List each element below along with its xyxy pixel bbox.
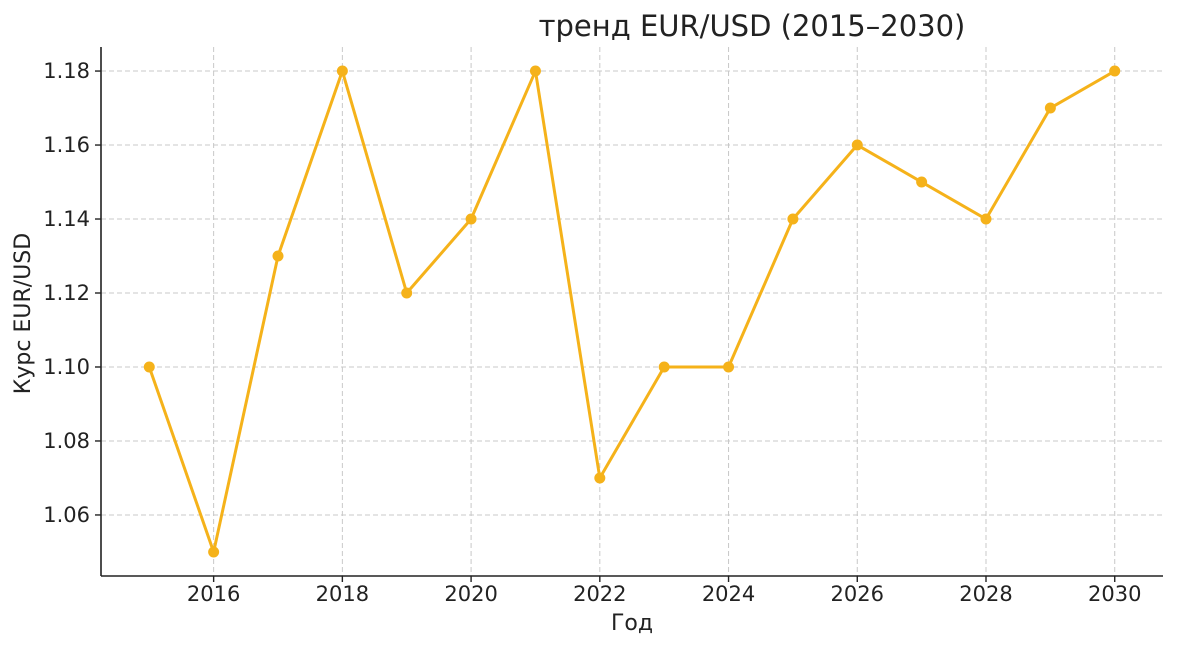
data-point [465, 213, 477, 225]
x-tick-label: 2026 [831, 582, 884, 606]
data-point [851, 139, 863, 151]
data-point [143, 361, 155, 373]
y-tick-label: 1.06 [43, 503, 90, 527]
x-tick-label: 2024 [702, 582, 755, 606]
x-tick-label: 2016 [187, 582, 240, 606]
x-tick-label: 2022 [573, 582, 626, 606]
y-tick-label: 1.16 [43, 133, 90, 157]
data-point [787, 213, 799, 225]
y-tick-label: 1.14 [43, 207, 90, 231]
data-point [272, 250, 284, 262]
data-point [401, 287, 413, 299]
data-point [723, 361, 735, 373]
data-point [208, 546, 220, 558]
series-line [147, 69, 1117, 554]
grid [101, 47, 1163, 576]
data-point [1109, 65, 1121, 77]
x-tick-label: 2030 [1088, 582, 1141, 606]
y-tick-label: 1.08 [43, 429, 90, 453]
data-point [1044, 102, 1056, 114]
x-tick-label: 2020 [444, 582, 497, 606]
data-point [529, 65, 541, 77]
data-point [980, 213, 992, 225]
y-axis-title: Курс EUR/USD [11, 233, 36, 394]
x-tick-label: 2028 [959, 582, 1012, 606]
axes [100, 47, 1163, 577]
data-point [594, 472, 606, 484]
x-tick-label: 2018 [316, 582, 369, 606]
chart-title: тренд EUR/USD (2015–2030) [539, 9, 966, 43]
y-tick-label: 1.10 [43, 355, 90, 379]
y-tick-label: 1.18 [43, 59, 90, 83]
data-point [658, 361, 670, 373]
y-tick-label: 1.12 [43, 281, 90, 305]
x-axis-title: Год [611, 611, 653, 636]
data-point [336, 65, 348, 77]
series [143, 65, 1121, 558]
data-point [916, 176, 928, 188]
tick-marks: 2016 2018 2020 2022 2024 2026 2028 2030 1.06 1.08… [43, 59, 1141, 606]
